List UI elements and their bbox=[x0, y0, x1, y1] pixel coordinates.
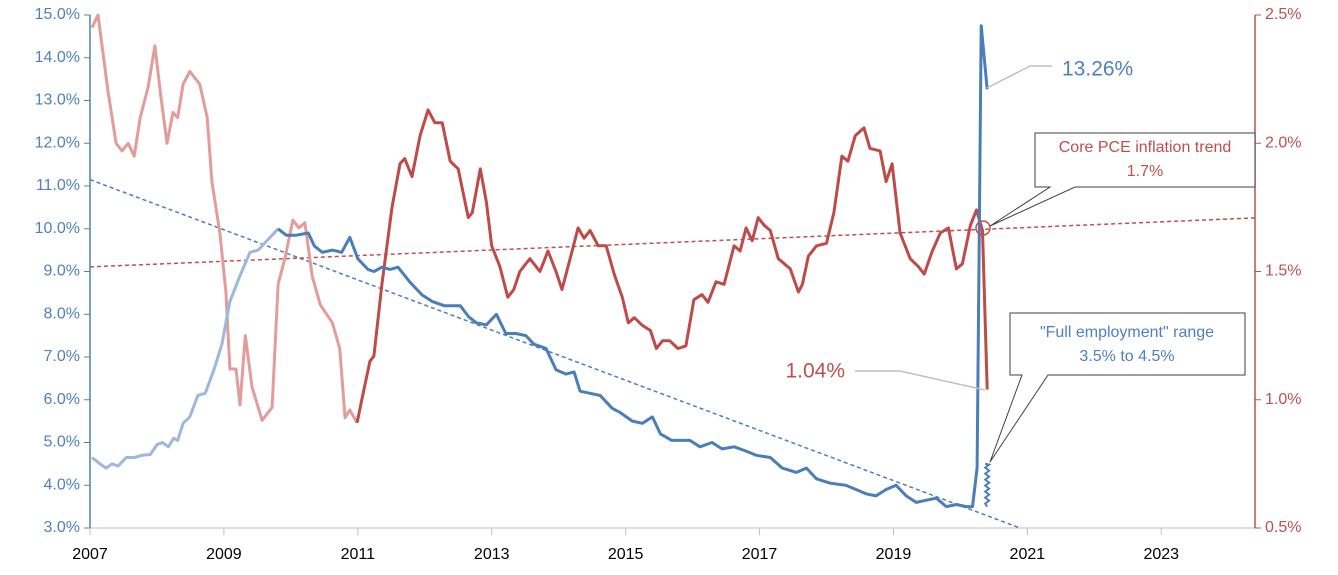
leader-line bbox=[986, 65, 1052, 89]
y-tick-label: 4.0% bbox=[44, 476, 80, 493]
y2-tick-label: 0.5% bbox=[1265, 519, 1301, 536]
callout bbox=[989, 312, 1246, 463]
y-tick-label: 3.0% bbox=[44, 519, 80, 536]
y2-tick-label: 2.0% bbox=[1265, 134, 1301, 151]
highlight-circle bbox=[975, 220, 991, 236]
series-line bbox=[90, 13, 359, 424]
annotation: 13.26% bbox=[1062, 58, 1133, 81]
y-tick-label: 13.0% bbox=[35, 92, 80, 109]
y-tick-label: 5.0% bbox=[44, 434, 80, 451]
y-tick-label: 7.0% bbox=[44, 348, 80, 365]
trend-line bbox=[89, 178, 1021, 529]
series-line bbox=[277, 24, 989, 509]
y2-tick-label: 1.0% bbox=[1265, 391, 1301, 408]
x-tick-label: 2009 bbox=[206, 546, 242, 563]
x-tick-label: 2013 bbox=[474, 546, 510, 563]
callout-text: 1.7% bbox=[1127, 163, 1163, 180]
series-line bbox=[355, 108, 989, 424]
series-line bbox=[91, 227, 280, 470]
callout bbox=[989, 132, 1256, 227]
annotation: 1.04% bbox=[785, 360, 845, 383]
y2-tick-label: 1.5% bbox=[1265, 263, 1301, 280]
y2-tick-label: 2.5% bbox=[1265, 6, 1301, 23]
y-tick-label: 8.0% bbox=[44, 305, 80, 322]
y-tick-label: 12.0% bbox=[35, 134, 80, 151]
callout-text: 3.5% to 4.5% bbox=[1079, 348, 1174, 365]
y-tick-label: 15.0% bbox=[35, 6, 80, 23]
callout-text: Core PCE inflation trend bbox=[1059, 139, 1232, 156]
leader-line bbox=[855, 370, 986, 391]
callout-text: "Full employment" range bbox=[1040, 324, 1214, 341]
x-tick-label: 2021 bbox=[1010, 546, 1046, 563]
y-tick-label: 14.0% bbox=[35, 49, 80, 66]
x-tick-label: 2017 bbox=[742, 546, 778, 563]
x-tick-label: 2007 bbox=[72, 546, 108, 563]
range-marker bbox=[983, 462, 992, 508]
y-tick-label: 6.0% bbox=[44, 391, 80, 408]
x-tick-label: 2023 bbox=[1143, 546, 1179, 563]
y-tick-label: 11.0% bbox=[36, 177, 80, 194]
y-tick-label: 10.0% bbox=[35, 220, 80, 237]
y-tick-label: 9.0% bbox=[44, 263, 80, 280]
x-tick-label: 2019 bbox=[876, 546, 912, 563]
x-tick-label: 2011 bbox=[341, 546, 376, 563]
trend-line bbox=[89, 217, 1256, 268]
x-tick-label: 2015 bbox=[608, 546, 644, 563]
